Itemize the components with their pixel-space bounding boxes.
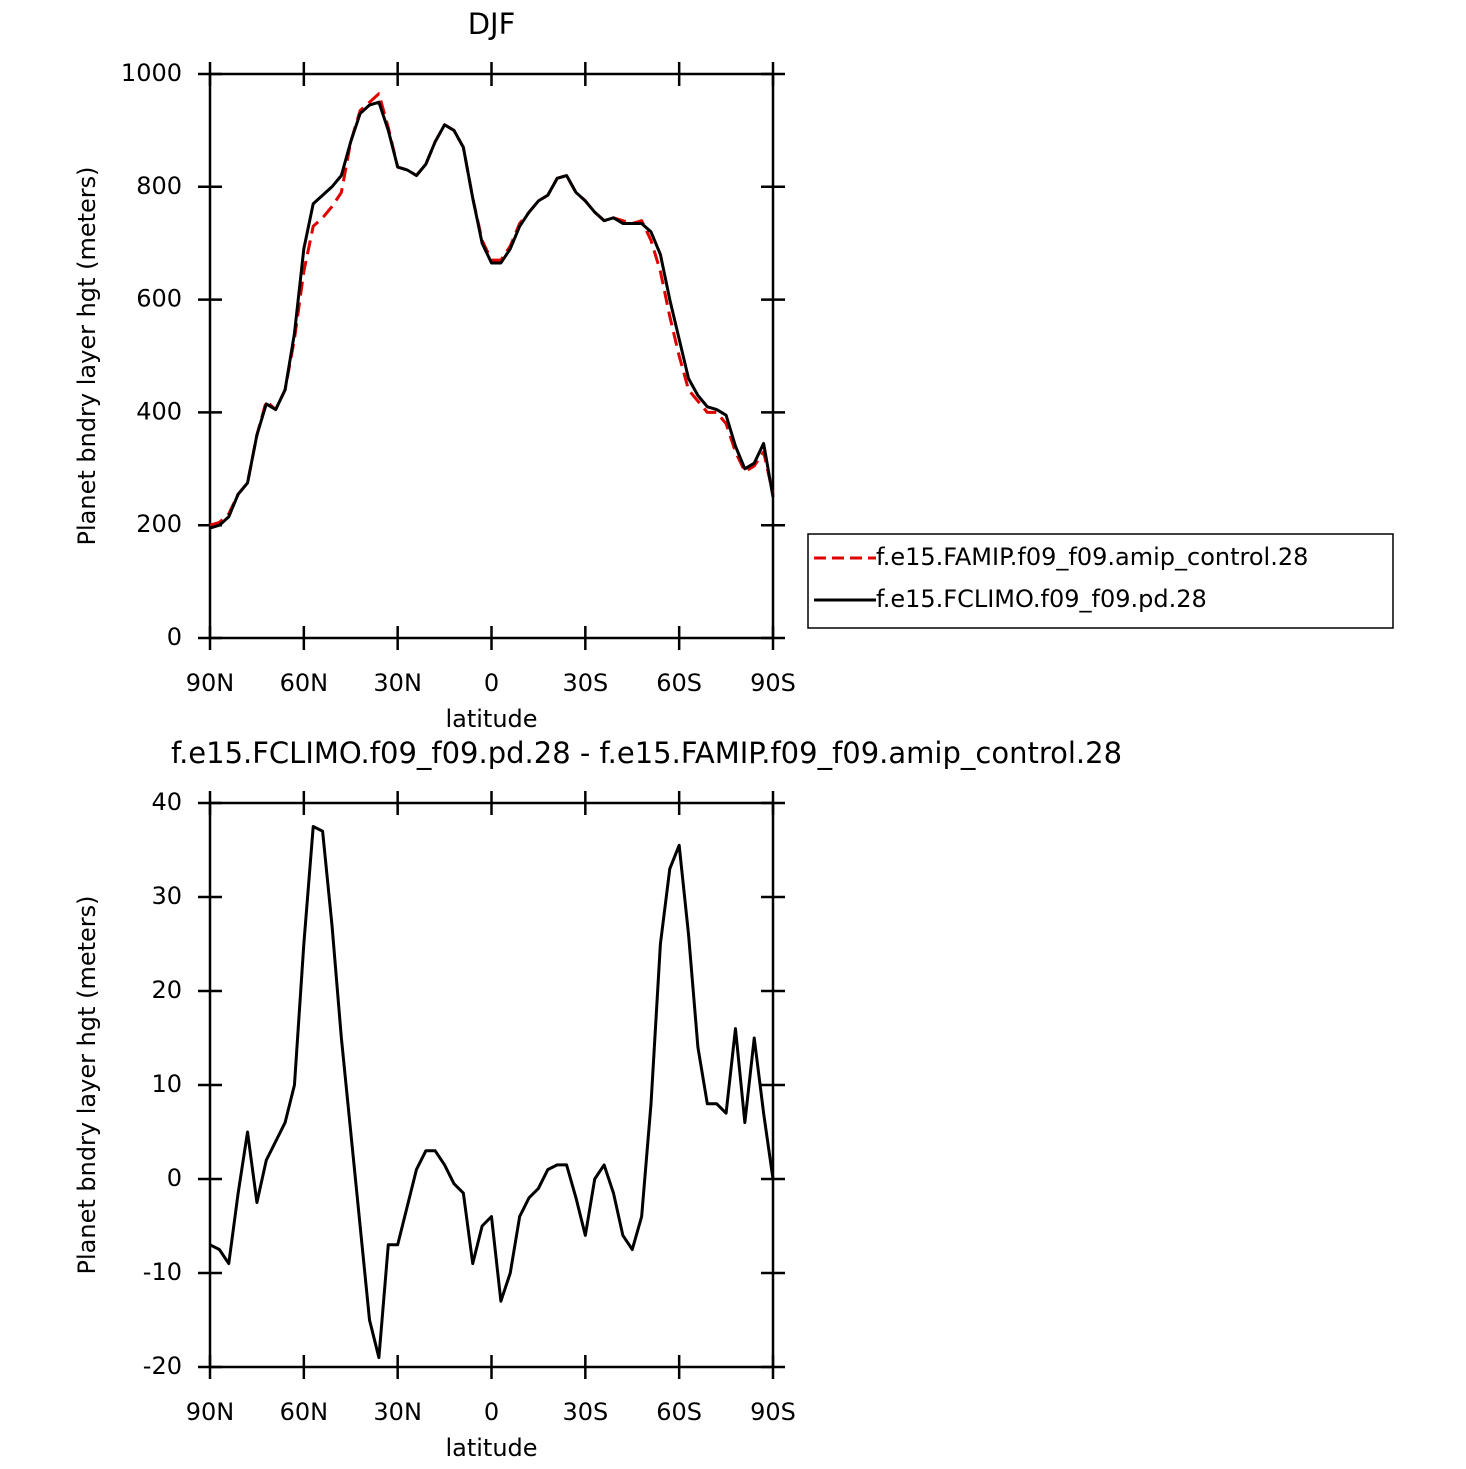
x-tick-label: 90S	[750, 669, 796, 697]
series-line	[209, 100, 775, 530]
legend-label: f.e15.FCLIMO.f09_f09.pd.28	[876, 585, 1207, 613]
y-tick-label: 200	[136, 510, 182, 538]
y-tick-label: 30	[151, 882, 182, 910]
x-tick-label: 60S	[656, 669, 702, 697]
x-tick-label: 30S	[562, 1398, 608, 1426]
y-tick-label: -10	[143, 1258, 182, 1286]
y-tick-label: 0	[167, 623, 182, 651]
y-tick-label: -20	[143, 1352, 182, 1380]
legend-box	[807, 533, 1394, 629]
x-tick-label: 60S	[656, 1398, 702, 1426]
y-tick-label: 800	[136, 172, 182, 200]
x-axis-label: latitude	[445, 1434, 537, 1462]
x-tick-label: 0	[484, 1398, 499, 1426]
x-tick-label: 90N	[186, 669, 235, 697]
x-axis-label: latitude	[445, 705, 537, 733]
chart-title: f.e15.FCLIMO.f09_f09.pd.28 - f.e15.FAMIP…	[171, 736, 1122, 770]
y-tick-label: 600	[136, 285, 182, 313]
series-line	[209, 825, 775, 1360]
x-tick-label: 90N	[186, 1398, 235, 1426]
series-line	[209, 92, 775, 527]
x-tick-label: 30N	[373, 1398, 422, 1426]
x-tick-label: 0	[484, 669, 499, 697]
x-tick-label: 30S	[562, 669, 608, 697]
y-axis-label: Planet bndry layer hgt (meters)	[73, 167, 101, 546]
x-tick-label: 90S	[750, 1398, 796, 1426]
x-tick-label: 60N	[280, 1398, 329, 1426]
y-tick-label: 10	[151, 1070, 182, 1098]
plot-frame	[208, 72, 775, 640]
x-tick-label: 60N	[280, 669, 329, 697]
legend-label: f.e15.FAMIP.f09_f09.amip_control.28	[876, 543, 1308, 571]
y-axis-label: Planet bndry layer hgt (meters)	[73, 896, 101, 1275]
y-tick-label: 1000	[121, 59, 182, 87]
y-tick-label: 40	[151, 788, 182, 816]
chart-title: DJF	[468, 7, 516, 41]
x-tick-label: 30N	[373, 669, 422, 697]
y-tick-label: 0	[167, 1164, 182, 1192]
y-tick-label: 20	[151, 976, 182, 1004]
y-tick-label: 400	[136, 397, 182, 425]
